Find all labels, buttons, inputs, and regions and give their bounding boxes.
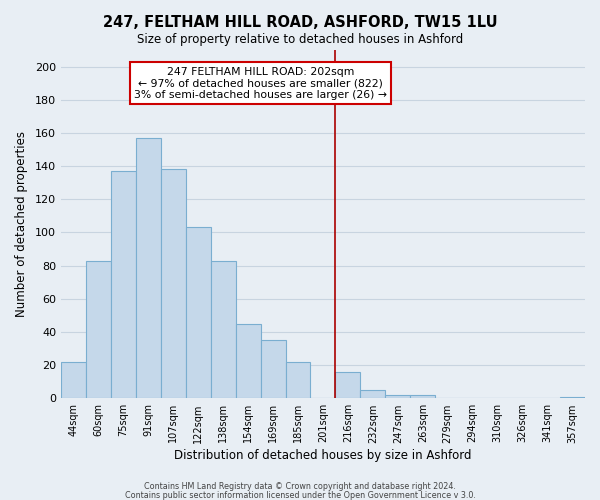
Text: Size of property relative to detached houses in Ashford: Size of property relative to detached ho… xyxy=(137,32,463,46)
Text: 247 FELTHAM HILL ROAD: 202sqm  
← 97% of detached houses are smaller (822)
3% of: 247 FELTHAM HILL ROAD: 202sqm ← 97% of d… xyxy=(134,66,387,100)
Bar xyxy=(385,395,410,398)
Bar xyxy=(211,260,236,398)
Bar xyxy=(236,324,260,398)
Text: Contains HM Land Registry data © Crown copyright and database right 2024.: Contains HM Land Registry data © Crown c… xyxy=(144,482,456,491)
Bar xyxy=(286,362,310,399)
Bar xyxy=(61,362,86,399)
Bar xyxy=(361,390,385,398)
Text: 247, FELTHAM HILL ROAD, ASHFORD, TW15 1LU: 247, FELTHAM HILL ROAD, ASHFORD, TW15 1L… xyxy=(103,15,497,30)
Bar xyxy=(260,340,286,398)
Bar xyxy=(410,395,435,398)
Bar xyxy=(136,138,161,398)
Bar xyxy=(161,170,186,398)
Bar xyxy=(86,260,111,398)
Bar xyxy=(186,228,211,398)
X-axis label: Distribution of detached houses by size in Ashford: Distribution of detached houses by size … xyxy=(174,450,472,462)
Bar xyxy=(335,372,361,398)
Text: Contains public sector information licensed under the Open Government Licence v : Contains public sector information licen… xyxy=(125,490,475,500)
Bar xyxy=(111,171,136,398)
Bar xyxy=(560,396,585,398)
Y-axis label: Number of detached properties: Number of detached properties xyxy=(15,131,28,317)
